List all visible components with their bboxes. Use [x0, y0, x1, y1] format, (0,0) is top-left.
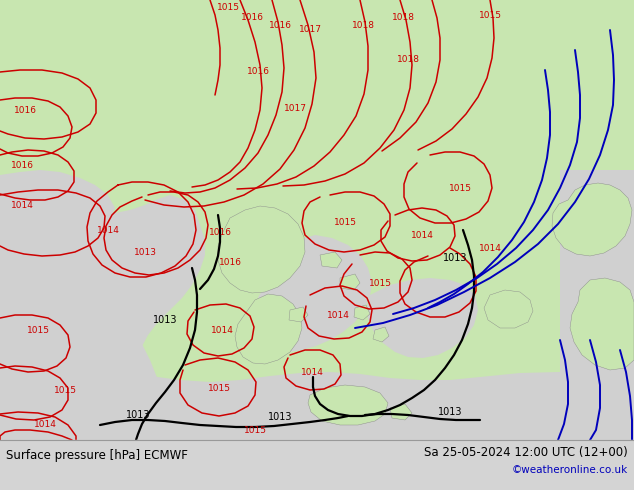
Polygon shape: [0, 170, 170, 440]
Polygon shape: [373, 327, 389, 342]
Text: 1018: 1018: [351, 21, 375, 29]
Text: 1014: 1014: [210, 325, 233, 335]
Text: 1016: 1016: [219, 258, 242, 267]
Text: 1016: 1016: [209, 227, 231, 237]
Text: 1015: 1015: [333, 218, 356, 226]
Text: 1013: 1013: [443, 253, 467, 263]
Polygon shape: [484, 290, 533, 328]
Text: Sa 25-05-2024 12:00 UTC (12+00): Sa 25-05-2024 12:00 UTC (12+00): [424, 445, 628, 459]
Text: 1014: 1014: [479, 244, 501, 252]
Polygon shape: [235, 294, 302, 364]
Text: 1014: 1014: [411, 230, 434, 240]
Polygon shape: [253, 235, 372, 352]
Polygon shape: [570, 278, 634, 370]
Polygon shape: [218, 206, 305, 293]
Polygon shape: [354, 305, 370, 320]
Polygon shape: [367, 278, 478, 358]
Text: 1013: 1013: [153, 315, 178, 325]
Polygon shape: [552, 183, 632, 256]
Text: 1015: 1015: [27, 325, 49, 335]
Text: 1016: 1016: [247, 68, 269, 76]
Text: 1013: 1013: [268, 412, 292, 422]
Text: ©weatheronline.co.uk: ©weatheronline.co.uk: [512, 465, 628, 475]
Text: 1015: 1015: [479, 10, 501, 20]
Text: 1014: 1014: [327, 311, 349, 319]
Polygon shape: [48, 195, 205, 440]
Text: 1017: 1017: [299, 25, 321, 34]
Polygon shape: [289, 307, 308, 322]
Polygon shape: [320, 252, 342, 268]
Text: 1018: 1018: [392, 14, 415, 23]
Text: 1014: 1014: [96, 225, 119, 235]
Text: 1015: 1015: [216, 3, 240, 13]
Text: 1015: 1015: [368, 278, 392, 288]
Polygon shape: [560, 170, 634, 440]
Text: 1014: 1014: [301, 368, 323, 376]
Text: 1013: 1013: [126, 410, 150, 420]
Polygon shape: [340, 274, 360, 290]
Text: 1016: 1016: [13, 105, 37, 115]
Polygon shape: [0, 440, 634, 490]
Text: 1016: 1016: [240, 14, 264, 23]
Text: 1013: 1013: [437, 407, 462, 417]
Polygon shape: [0, 0, 634, 440]
Polygon shape: [308, 385, 388, 425]
Text: Surface pressure [hPa] ECMWF: Surface pressure [hPa] ECMWF: [6, 448, 188, 462]
Text: 1014: 1014: [34, 419, 56, 428]
Text: 1018: 1018: [396, 55, 420, 65]
Polygon shape: [390, 404, 412, 420]
Text: 1014: 1014: [11, 200, 34, 210]
Text: 1015: 1015: [243, 425, 266, 435]
Text: 1015: 1015: [207, 384, 231, 392]
Polygon shape: [0, 0, 634, 440]
Text: 1015: 1015: [448, 183, 472, 193]
Text: 1015: 1015: [53, 386, 77, 394]
Text: 1016: 1016: [11, 161, 34, 170]
Text: 1013: 1013: [134, 247, 157, 256]
Text: 1017: 1017: [283, 103, 306, 113]
Text: 1016: 1016: [269, 21, 292, 29]
Polygon shape: [0, 372, 634, 440]
